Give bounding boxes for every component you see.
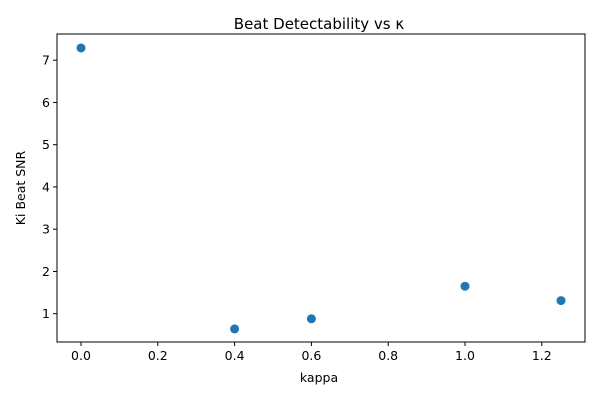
y-tick-label: 1 — [42, 306, 50, 321]
x-tick-label: 0.4 — [225, 348, 245, 363]
y-tick-label: 7 — [42, 53, 50, 68]
y-tick-label: 4 — [42, 179, 50, 194]
y-tick-label: 2 — [42, 264, 50, 279]
x-tick-label: 0.8 — [378, 348, 398, 363]
y-axis-label: Ki Beat SNR — [13, 150, 28, 225]
x-axis-ticks: 0.0 0.2 0.4 0.6 0.8 1.0 1.2 — [71, 342, 552, 363]
x-axis-label: kappa — [300, 370, 338, 385]
data-point-4 — [556, 296, 566, 306]
y-tick-label: 5 — [42, 137, 50, 152]
x-tick-label: 1.2 — [532, 348, 552, 363]
data-point-1 — [230, 324, 240, 334]
x-tick-label: 0.2 — [148, 348, 168, 363]
data-point-2 — [306, 314, 316, 324]
x-tick-label: 0.6 — [301, 348, 321, 363]
y-axis-ticks: 1 2 3 4 5 6 7 — [42, 53, 57, 321]
data-point-0 — [76, 43, 86, 53]
x-tick-label: 0.0 — [71, 348, 91, 363]
plot-area-frame — [56, 33, 586, 343]
x-tick-label: 1.0 — [455, 348, 475, 363]
data-points — [76, 43, 566, 334]
data-point-3 — [460, 281, 470, 291]
y-tick-label: 6 — [42, 95, 50, 110]
chart-title: Beat Detectability vs κ — [234, 15, 405, 33]
y-tick-label: 3 — [42, 222, 50, 237]
